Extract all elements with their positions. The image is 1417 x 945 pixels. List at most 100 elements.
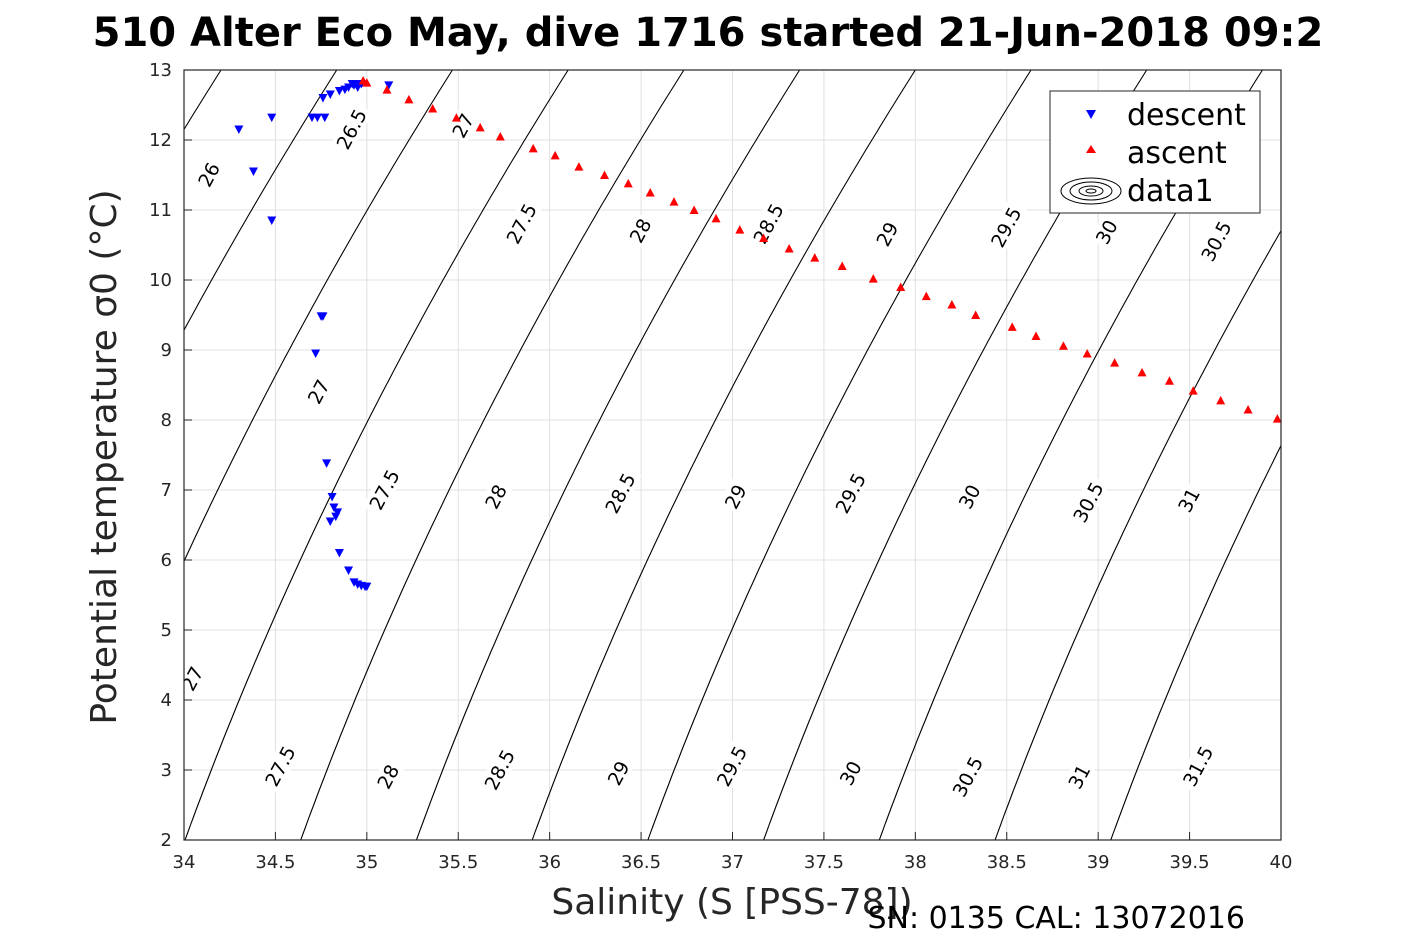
ascent-point [1164,376,1174,385]
descent-point [234,125,244,134]
y-tick-label: 9 [161,340,172,361]
y-tick-label: 8 [161,410,172,431]
data-series [234,76,1282,592]
legend-ascent-label: ascent [1127,136,1227,171]
y-tick-label: 10 [149,270,172,291]
isopycnal-line [531,70,916,840]
axis-ticks: 34 34.5 35 35.5 36 36.5 37 37.5 38 38.5 39 39.5 4023… [149,60,1292,873]
descent-point [318,94,328,103]
isopycnal-line [184,70,454,563]
y-tick-label: 13 [149,60,172,81]
y-tick-label: 12 [149,130,172,151]
footer-serial-calibration: SN: 0135 CAL: 13072016 [867,901,1245,936]
ascent-point [711,213,721,223]
ascent-point [645,188,655,197]
isopycnal-line [994,229,1281,840]
ascent-point [1188,386,1198,395]
descent-point [267,113,277,123]
ascent-point [495,132,505,141]
ascent-point [837,261,847,270]
ascent-point [896,282,906,291]
ascent-point [1031,331,1041,340]
x-tick-label: 37 [721,852,744,873]
ascent-point [528,143,538,153]
y-tick-label: 6 [161,550,172,571]
ascent-point [574,162,584,171]
x-tick-label: 36 [538,852,561,873]
isopycnal-line [184,70,569,840]
x-tick-label: 38.5 [987,852,1027,873]
descent-point [325,517,335,526]
ascent-point [404,94,414,104]
x-tick-label: 34 [173,852,196,873]
y-tick-label: 3 [161,760,172,781]
y-tick-label: 4 [161,690,172,711]
ascent-point [868,274,878,283]
ascent-point [1007,322,1017,331]
ascent-point [600,170,610,179]
descent-point [311,349,321,358]
descent-point [344,566,354,575]
ascent-point [759,233,769,242]
legend: descent ascent data1 [1049,90,1261,214]
ascent-point [810,253,820,262]
ascent-point [1216,395,1226,405]
descent-point [322,459,332,468]
descent-point [353,83,363,92]
x-tick-label: 38 [904,852,927,873]
descent-point [334,549,344,558]
descent-point [316,312,326,321]
legend-box [1049,90,1261,214]
y-axis-label: Potential temperature σ0 (°C) [84,189,125,724]
descent-point [329,503,339,512]
ascent-point [428,104,438,113]
descent-point [334,87,344,96]
chart-title: 510 Alter Eco May, dive 1716 started 21-… [93,10,1324,56]
descent-point [312,113,322,123]
legend-ascent-marker [1086,145,1096,153]
x-tick-label: 35.5 [438,852,478,873]
isopycnal-line [184,70,338,332]
x-axis-label: Salinity (S [PSS-78]) [551,882,912,923]
descent-point [320,113,330,123]
legend-descent-label: descent [1127,98,1246,133]
isopycnal-line [415,70,801,840]
isopycnal-line [300,70,685,840]
descent-point [384,81,394,90]
ascent-point [1243,405,1253,414]
legend-descent-marker [1086,110,1096,119]
y-tick-label: 5 [161,620,172,641]
isopycnal-line [647,70,1032,840]
ascent-point [735,225,745,234]
ascent-point [382,85,392,94]
ascent-point [475,122,485,132]
x-tick-label: 40 [1270,852,1293,873]
ascent-point [1110,358,1120,367]
x-tick-label: 36.5 [621,852,661,873]
isopycnal-line [1110,444,1281,840]
ascent-point [1082,349,1092,358]
descent-point [327,493,337,502]
ascent-point [623,178,633,188]
ascent-point [451,113,461,122]
descent-point [325,90,335,99]
ascent-point [362,78,372,87]
ascent-point [669,197,679,206]
x-tick-label: 37.5 [804,852,844,873]
ascent-point [1272,414,1282,423]
descent-point [331,512,341,522]
ascent-point [921,291,931,301]
legend-data1-label: data1 [1127,174,1214,209]
ascent-point [1058,341,1068,350]
y-tick-label: 2 [161,830,172,851]
ascent-point [550,150,560,160]
descent-point [362,582,372,592]
ascent-point [971,310,981,319]
x-tick-label: 35 [355,852,378,873]
ascent-point [1137,367,1147,377]
legend-data1-contour-icon [1060,177,1122,205]
descent-point [267,216,277,225]
ascent-point [947,300,957,309]
x-tick-label: 39.5 [1170,852,1210,873]
